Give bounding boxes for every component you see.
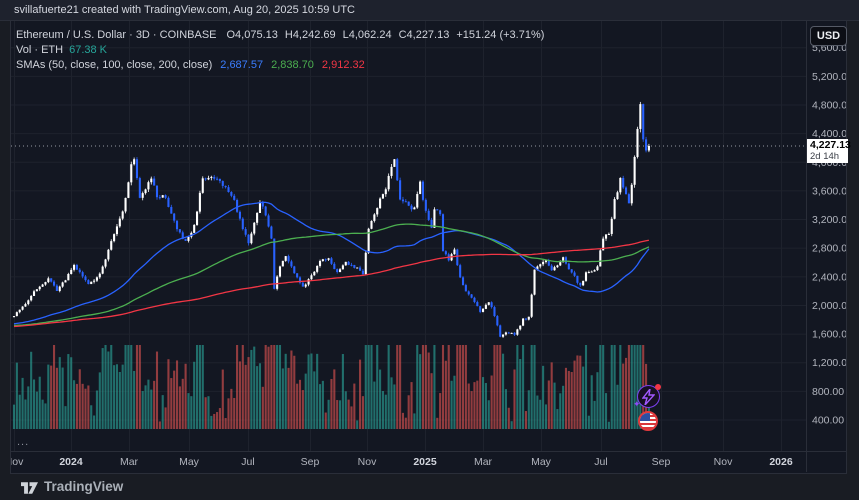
sma-200-line[interactable] [13, 239, 650, 328]
price-tick-label: 3,600.00 [812, 185, 846, 197]
sma200-value: 2,912.32 [321, 58, 365, 71]
sma50-value: 2,687.57 [220, 58, 264, 71]
chart-panel[interactable]: 5,600.005,200.004,800.004,400.004,000.00… [10, 21, 851, 474]
high-value: H4,242.69 [284, 28, 336, 41]
volume-legend-row[interactable]: Vol · ETH 67.38 K [16, 42, 551, 57]
time-tick-label: Nov [11, 456, 24, 468]
volume-value: 67.38 K [69, 43, 107, 56]
red-dot-icon [655, 384, 661, 390]
time-tick-label: Sep [652, 456, 671, 468]
open-value: O4,075.13 [226, 28, 278, 41]
flag-canton [640, 413, 650, 421]
volume-bars [12, 345, 650, 429]
attribution-bar: svillafuerte21 created with TradingView.… [0, 0, 859, 21]
time-tick-label: Jul [594, 456, 607, 468]
symbol-title[interactable]: Ethereum / U.S. Dollar · 3D · COINBASE [16, 28, 217, 41]
grid-lines [11, 21, 806, 452]
current-price-value: 4,227.13 [810, 139, 851, 151]
sma100-value: 2,838.70 [271, 58, 314, 71]
attribution-text: svillafuerte21 created with TradingView.… [14, 4, 355, 16]
price-tick-label: 400.00 [812, 415, 844, 427]
price-axis[interactable]: 5,600.005,200.004,800.004,400.004,000.00… [812, 42, 846, 426]
price-tick-label: 4,800.00 [812, 99, 846, 111]
symbol-legend-row[interactable]: Ethereum / U.S. Dollar · 3D · COINBASE O… [16, 27, 551, 42]
time-tick-label: 2025 [413, 456, 437, 468]
price-tick-label: 5,200.00 [812, 71, 846, 83]
time-tick-label: Nov [358, 456, 377, 468]
currency-toggle-button[interactable]: USD [810, 26, 847, 46]
lightning-sticker[interactable]: ✦ [633, 384, 661, 409]
price-chart[interactable]: 5,600.005,200.004,800.004,400.004,000.00… [11, 21, 846, 472]
time-tick-label: 2026 [769, 456, 793, 468]
time-tick-label: Mar [474, 456, 493, 468]
change-value: +151.24 (+3.71%) [456, 28, 545, 41]
price-tick-label: 2,800.00 [812, 243, 846, 255]
current-price-label: 4,227.13 2d 14h [807, 139, 851, 163]
time-tick-label: Mar [120, 456, 139, 468]
price-tick-label: 4,400.00 [812, 128, 846, 140]
time-tick-label: Sep [301, 456, 320, 468]
sma-lines [13, 201, 650, 328]
price-tick-label: 2,000.00 [812, 300, 846, 312]
tradingview-logo-icon[interactable] [21, 481, 38, 495]
price-tick-label: 3,200.00 [812, 214, 846, 226]
collapsed-legend-ellipsis[interactable]: ... [17, 436, 30, 448]
volume-label: Vol · ETH [16, 43, 64, 56]
time-tick-label: Nov [714, 456, 733, 468]
time-tick-label: May [531, 456, 552, 468]
sma-label: SMAs (50, close, 100, close, 200, close) [16, 58, 213, 71]
time-tick-label: Jul [241, 456, 254, 468]
price-tick-label: 800.00 [812, 386, 844, 398]
footer-bar: TradingView [0, 474, 859, 500]
sparkle-icon: ✦ [633, 399, 641, 409]
lightning-icon [642, 389, 655, 405]
low-value: L4,062.24 [342, 28, 392, 41]
price-tick-label: 1,200.00 [812, 357, 846, 369]
sma-legend-row[interactable]: SMAs (50, close, 100, close, 200, close)… [16, 57, 551, 72]
close-value: C4,227.13 [398, 28, 450, 41]
sma-50-line[interactable] [13, 201, 650, 325]
tradingview-brand-link[interactable]: TradingView [44, 479, 124, 494]
price-tick-label: 1,600.00 [812, 329, 846, 341]
us-flag-sticker[interactable] [638, 411, 658, 431]
time-tick-label: May [179, 456, 200, 468]
price-tick-label: 2,400.00 [812, 271, 846, 283]
bar-countdown: 2d 14h [810, 151, 840, 162]
chart-legend: Ethereum / U.S. Dollar · 3D · COINBASE O… [16, 27, 551, 72]
time-axis[interactable]: Nov 2024 Mar May Jul Sep Nov 2025 Mar May Jul Sep No… [11, 456, 793, 468]
sma-100-line[interactable] [13, 223, 650, 327]
candles [12, 101, 650, 338]
time-tick-label: 2024 [59, 456, 83, 468]
